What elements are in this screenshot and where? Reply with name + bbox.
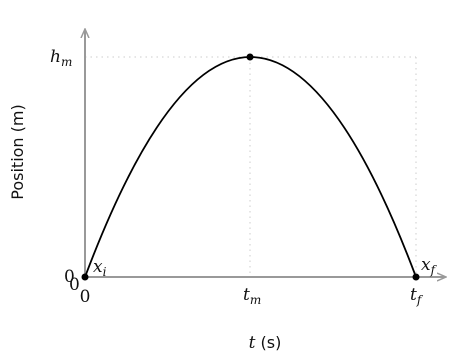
label-sub: m: [250, 293, 261, 307]
point: [81, 273, 89, 281]
axis-var: t: [249, 333, 256, 353]
label-sub: i: [103, 265, 107, 279]
label-base: x: [421, 255, 431, 275]
x-tick-label: tm: [243, 285, 261, 307]
point-label: xi: [93, 257, 107, 279]
point: [412, 273, 420, 281]
x-axis-title: t (s): [249, 333, 282, 353]
guides: [85, 56, 417, 277]
axis-unit: (s): [261, 333, 282, 352]
point-label: xf: [421, 255, 438, 277]
label-sub: f: [416, 293, 424, 307]
label-sub: f: [430, 263, 438, 277]
x-tick-label: tf: [410, 285, 424, 307]
label-base: h: [50, 47, 61, 67]
label-base: t: [410, 285, 417, 305]
origin-label: 0: [69, 275, 80, 295]
label-base: x: [93, 257, 103, 277]
y-axis-title: Position (m): [8, 104, 27, 199]
label-base: t: [243, 285, 250, 305]
label-sub: m: [61, 55, 72, 69]
y-tick-label: hm: [50, 47, 72, 69]
point: [246, 53, 254, 61]
x-tick-label: 0: [80, 287, 91, 307]
y-tick-label: 0: [64, 267, 75, 287]
